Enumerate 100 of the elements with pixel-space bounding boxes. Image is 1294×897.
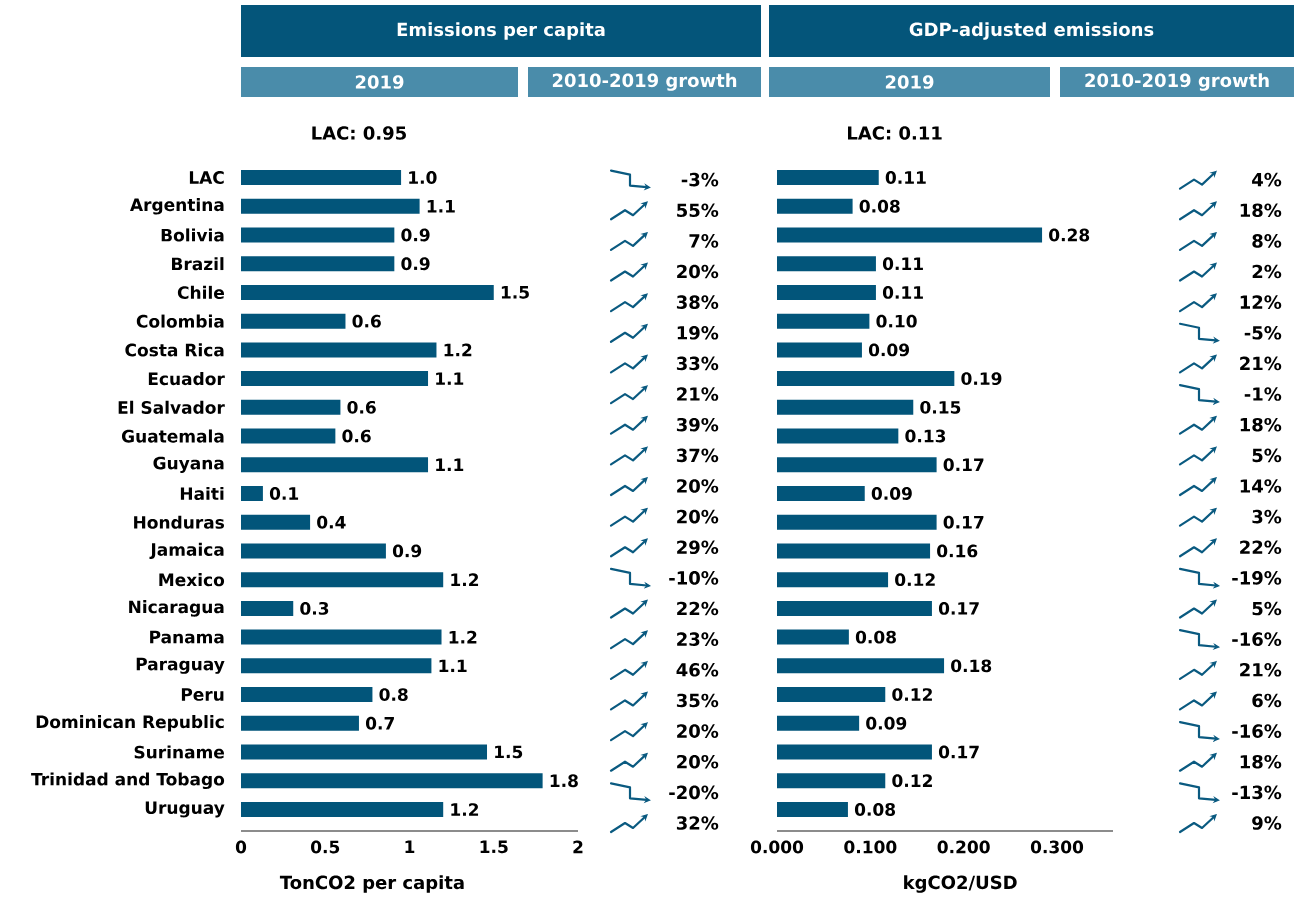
data-label: 1.5 — [495, 745, 523, 759]
data-label: 0.7 — [365, 716, 394, 730]
y-tick-label: El Salvador — [118, 400, 225, 414]
data-label: 0.09 — [866, 716, 907, 730]
data-label: 0.11 — [882, 257, 923, 271]
data-label: 2% — [1252, 264, 1282, 279]
y-tick-label: Mexico — [159, 573, 225, 587]
y-tick-label: Trinidad and Tobago — [31, 772, 225, 790]
data-label: 0.9 — [401, 228, 430, 242]
data-label: 0.16 — [937, 544, 978, 558]
data-label: 19% — [677, 325, 719, 340]
data-label: -20% — [669, 785, 719, 800]
y-tick-label: Jamaica — [149, 542, 224, 560]
y-tick-label: Honduras — [134, 515, 225, 529]
data-label: 0.9 — [401, 257, 430, 271]
bar — [777, 744, 932, 760]
bar — [241, 486, 263, 501]
data-label: 6% — [1252, 693, 1282, 708]
y-tick-label: Haiti — [180, 486, 224, 501]
data-label: -16% — [1232, 632, 1282, 646]
data-label: -5% — [1244, 325, 1282, 340]
chart-subtitle: 2019 — [355, 75, 404, 89]
data-label: 20% — [677, 509, 719, 524]
bar — [241, 543, 386, 559]
y-tick-label: Panama — [150, 630, 224, 644]
bar — [777, 170, 879, 186]
bar — [241, 600, 294, 616]
bar — [241, 629, 442, 645]
bar — [777, 543, 931, 559]
data-label: 37% — [676, 448, 719, 463]
data-label: 29% — [677, 540, 719, 555]
data-label: 38% — [676, 295, 719, 309]
data-label: 0.19 — [961, 372, 1002, 386]
x-axis-title: TonCO2 per capita — [279, 875, 464, 893]
data-label: 0.18 — [951, 659, 992, 673]
data-label: 0.4 — [317, 515, 346, 529]
data-label: 5% — [1252, 448, 1282, 463]
data-label: 0.08 — [854, 803, 896, 816]
y-tick-label: Guatemala — [121, 429, 224, 443]
data-label: 39% — [676, 417, 719, 432]
bar — [241, 170, 402, 186]
data-label: 21% — [1240, 356, 1282, 371]
data-label: 0.9 — [392, 544, 422, 558]
bar — [241, 399, 341, 415]
y-tick-label: Costa Rica — [125, 343, 224, 357]
data-label: 0.17 — [938, 601, 979, 615]
bar — [241, 227, 395, 243]
y-tick-label: Ecuador — [148, 372, 225, 386]
x-tick-label: 0.300 — [1030, 840, 1084, 854]
bar — [777, 371, 955, 387]
data-label: 0.17 — [943, 458, 984, 472]
data-label: -10% — [669, 571, 719, 585]
bar — [777, 457, 937, 473]
y-tick-label: Suriname — [134, 745, 224, 759]
bar — [777, 428, 899, 444]
y-tick-label: Brazil — [172, 257, 224, 271]
data-label: 0.28 — [1049, 228, 1090, 242]
bar — [777, 198, 853, 214]
text: 2010-2019 growth — [552, 73, 737, 91]
data-label: 0.08 — [859, 199, 900, 213]
bar — [241, 801, 444, 817]
bar — [777, 514, 937, 530]
data-label: 33% — [676, 356, 719, 371]
bar — [777, 600, 932, 616]
y-tick-label: Chile — [177, 285, 224, 300]
x-tick-label: 0 — [235, 840, 247, 854]
bar — [241, 457, 429, 473]
data-label: 0.11 — [882, 286, 923, 299]
bar — [241, 744, 488, 760]
text: LAC: 0.11 — [848, 126, 942, 140]
bar — [241, 313, 346, 329]
x-tick-label: 0.100 — [844, 840, 897, 854]
data-label: 0.6 — [352, 314, 381, 328]
data-label: 1.1 — [436, 372, 464, 385]
data-label: 1.0 — [409, 171, 437, 184]
data-label: 22% — [677, 601, 719, 616]
bar — [777, 486, 865, 501]
data-label: 0.1 — [269, 487, 299, 500]
data-label: 0.17 — [943, 515, 984, 529]
data-label: 4% — [1252, 172, 1282, 187]
y-tick-label: LAC — [189, 171, 224, 184]
bar — [777, 715, 860, 731]
bar — [777, 313, 870, 329]
data-label: 1.8 — [550, 774, 578, 788]
data-label: 46% — [676, 663, 719, 677]
data-label: 8% — [1252, 234, 1282, 248]
chart-title: GDP-adjusted emissions — [909, 22, 1154, 40]
bar — [777, 399, 914, 415]
data-label: 14% — [1240, 479, 1282, 493]
data-label: 0.09 — [871, 487, 912, 500]
data-label: 23% — [677, 632, 719, 646]
data-label: 1.1 — [436, 458, 464, 471]
data-label: 18% — [1240, 417, 1282, 432]
bar — [777, 256, 876, 272]
bar — [777, 687, 886, 703]
y-tick-label: Guyana — [153, 456, 224, 473]
bar — [777, 773, 886, 789]
text: 2010-2019 growth — [1085, 73, 1269, 91]
data-label: 0.12 — [895, 573, 935, 587]
data-label: 21% — [677, 387, 719, 401]
